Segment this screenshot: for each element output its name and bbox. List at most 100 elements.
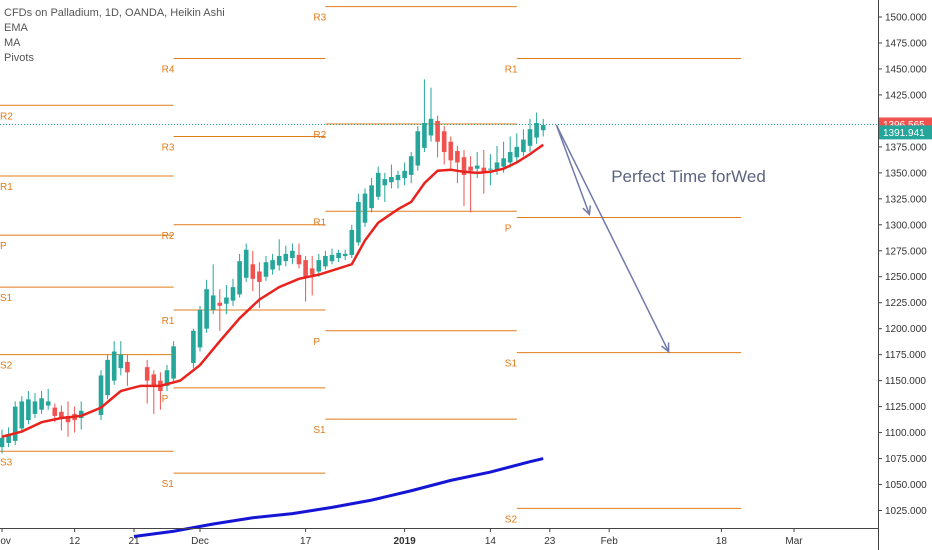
time-tick-label: Mar: [785, 536, 803, 547]
candle: [369, 178, 374, 213]
pivot-label-r1: R1: [313, 217, 326, 228]
candle: [375, 166, 381, 200]
candle: [32, 393, 38, 419]
arrow-shaft: [555, 124, 670, 352]
candle-body: [375, 172, 381, 197]
chart-title: CFDs on Palladium, 1D, OANDA, Heikin Ash…: [4, 7, 225, 19]
pivot-label-p: P: [0, 241, 7, 252]
pivot-label-r2: R2: [0, 111, 13, 122]
ema-price-tag-box: [879, 125, 932, 140]
candle-body: [144, 367, 150, 381]
legend-ma[interactable]: MA: [4, 37, 21, 49]
time-tick-label: Dec: [191, 536, 209, 547]
candle: [395, 170, 401, 189]
candle: [283, 245, 289, 267]
candle-body: [164, 370, 170, 386]
candle-body: [521, 139, 526, 153]
candle-body: [78, 410, 84, 419]
pivot-label-p: P: [505, 224, 512, 235]
candle: [389, 164, 394, 189]
candle-body: [237, 261, 242, 295]
candle: [422, 79, 427, 153]
candle-body: [329, 254, 335, 262]
pivot-label-r2: R2: [313, 130, 326, 141]
pivot-label-p: P: [313, 337, 320, 348]
pivot-label-s2: S2: [505, 514, 518, 525]
candle: [151, 370, 157, 414]
annotation-text[interactable]: Perfect Time forWed: [611, 167, 766, 186]
legend-ema[interactable]: EMA: [4, 22, 28, 34]
arrow-head: [661, 342, 670, 354]
candle-body: [382, 179, 388, 186]
candle-body: [65, 415, 71, 423]
time-tick-label: 23: [544, 536, 556, 547]
pivot-label-s1: S1: [505, 359, 518, 370]
time-tick-label: Feb: [601, 536, 619, 547]
candle: [303, 255, 308, 302]
candle: [336, 249, 341, 263]
candle: [323, 250, 328, 270]
candle-body: [39, 398, 44, 410]
candle: [276, 239, 282, 271]
candle: [105, 354, 110, 400]
candle: [316, 253, 322, 277]
candle: [118, 341, 124, 376]
price-tick-label: 1375.000: [885, 142, 927, 153]
candle-body: [402, 170, 407, 179]
price-tick-label: 1175.000: [885, 350, 926, 361]
pivot-label-r3: R3: [162, 142, 175, 153]
candle: [441, 126, 447, 165]
candle: [6, 427, 11, 448]
candle: [164, 365, 170, 392]
candle: [210, 264, 216, 315]
candle-body: [270, 260, 275, 270]
price-tick-label: 1425.000: [885, 90, 927, 101]
candle-body: [507, 152, 513, 163]
ema-line: [1, 143, 544, 438]
price-axis[interactable]: 1025.000 1050.000 1075.000 1100.000 1125.000…: [878, 0, 932, 550]
candle: [217, 289, 223, 331]
candle-body: [276, 255, 282, 266]
candle-body: [296, 254, 302, 265]
pivot-label-p: P: [162, 394, 169, 405]
candle: [435, 115, 440, 158]
candle-body: [290, 250, 295, 259]
candle: [540, 118, 546, 137]
candle-body: [435, 120, 440, 142]
candle: [428, 87, 434, 142]
candle-body: [369, 185, 374, 209]
candle: [415, 126, 421, 171]
candle: [250, 250, 256, 292]
candle: [290, 243, 295, 265]
ma-line: [133, 457, 544, 538]
candle-body: [488, 168, 493, 170]
time-axis[interactable]: Nov 12 21 Dec 17 2019 14 23 Feb 18 Mar: [0, 528, 878, 547]
candle-body: [309, 268, 315, 275]
pivot-label-r1: R1: [0, 182, 13, 193]
candle: [263, 255, 269, 281]
candle-body: [303, 260, 308, 277]
price-tick-label: 1300.000: [885, 220, 927, 231]
legend-pivots[interactable]: Pivots: [4, 52, 34, 64]
candle: [342, 249, 348, 261]
candle-body: [59, 411, 64, 419]
candle-body: [474, 165, 480, 169]
candle: [402, 162, 407, 186]
pivot-label-s3: S3: [0, 457, 13, 468]
candle-body: [455, 151, 460, 163]
candle-body: [481, 167, 487, 173]
candle-body: [534, 122, 539, 138]
candle: [243, 243, 249, 282]
time-tick-label: 12: [69, 536, 81, 547]
price-tick-label: 1450.000: [885, 64, 927, 75]
candle-body: [125, 361, 130, 373]
candle: [39, 391, 44, 414]
pivot-label-r1: R1: [162, 316, 175, 327]
candle: [111, 341, 117, 385]
price-tick-label: 1250.000: [885, 272, 927, 283]
candle: [448, 136, 454, 171]
pivot-label-r1: R1: [505, 65, 518, 76]
candle: [72, 406, 77, 433]
candle-body: [197, 309, 203, 348]
